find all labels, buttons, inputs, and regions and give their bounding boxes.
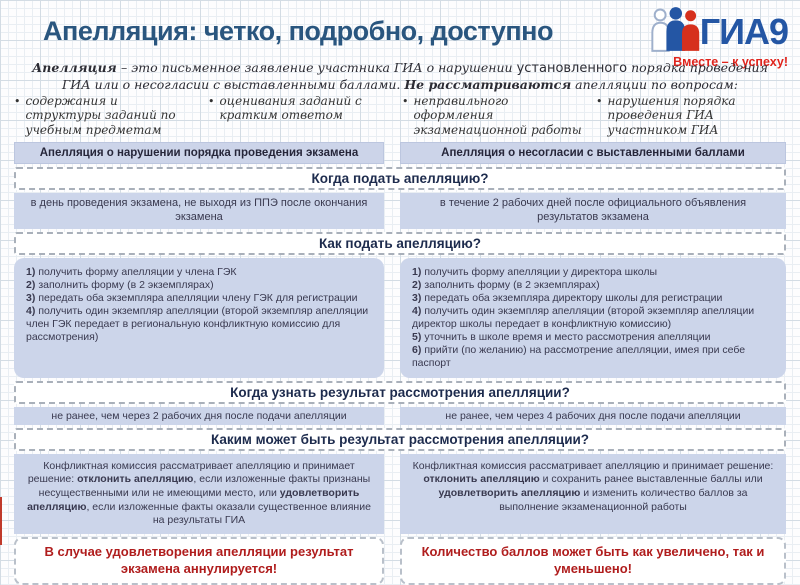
warning-left: В случае удовлетворения апелляции резуль… bbox=[14, 536, 384, 585]
bullet-dot: • bbox=[402, 95, 409, 108]
list-item: • неправильного оформления экзаменационн… bbox=[402, 94, 596, 140]
outcome-right: Конфликтная комиссия рассматривает апелл… bbox=[400, 453, 786, 534]
step-item: 2) заполнить форму (в 2 экземплярах) bbox=[412, 278, 600, 291]
step-item: 2) заполнить форму (в 2 экземплярах) bbox=[26, 278, 214, 291]
step-item: 4) получить один экземпляр апелляции (вто… bbox=[26, 304, 369, 343]
bullet-dot: • bbox=[14, 95, 21, 108]
logo-tagline: Вместе – к успеху! bbox=[673, 55, 788, 69]
intro-definition: Апелляция – это письменное заявление уча… bbox=[32, 60, 768, 92]
section-header-how-submit: Как подать апелляцию? bbox=[14, 231, 786, 255]
section-header-when-submit: Когда подать апелляцию? bbox=[14, 167, 786, 190]
logo-wordmark: ГИА9 bbox=[699, 10, 789, 52]
gia9-logo: ГИА9 Вместе – к успеху! bbox=[588, 6, 792, 69]
step-item: 6) прийти (по желанию) на рассмотрение ап… bbox=[412, 343, 746, 369]
bullet-dot: • bbox=[596, 95, 603, 108]
when-submit-right: в течение 2 рабочих дней после официальн… bbox=[400, 193, 786, 229]
column-header-score-disagreement: Апелляция о несогласии с выставленными б… bbox=[400, 142, 786, 164]
list-item: • нарушения порядка проведения ГИА участ… bbox=[596, 94, 790, 140]
when-result-left: не ранее, чем через 2 рабочих дня после … bbox=[14, 406, 384, 425]
list-item-text: содержания и структуры заданий по учебны… bbox=[25, 94, 176, 137]
bullet-dot: • bbox=[208, 95, 215, 108]
page-title: Апелляция: четко, подробно, доступно bbox=[43, 16, 553, 46]
when-result-right: не ранее, чем через 4 рабочих дня после … bbox=[400, 406, 786, 425]
appeal-comparison-grid: Апелляция о нарушении порядка проведения… bbox=[14, 142, 786, 585]
step-item: 1) получить форму апелляции у директора ш… bbox=[412, 265, 658, 278]
step-item: 5) уточнить в школе время и место рассмот… bbox=[412, 330, 711, 343]
how-submit-steps-left: 1) получить форму апелляции у члена ГЭК 2… bbox=[14, 257, 384, 378]
people-group-icon bbox=[650, 6, 700, 57]
list-item-text: оценивания заданий с кратким ответом bbox=[219, 94, 362, 123]
column-header-procedure-violation: Апелляция о нарушении порядка проведения… bbox=[14, 142, 384, 164]
warning-right: Количество баллов может быть как увеличе… bbox=[400, 536, 786, 585]
step-item: 3) передать оба экземпляра апелляции член… bbox=[26, 291, 358, 304]
section-header-when-result: Когда узнать результат рассмотрения апел… bbox=[14, 380, 786, 404]
step-item: 1) получить форму апелляции у члена ГЭК bbox=[26, 265, 237, 278]
list-item-text: неправильного оформления экзаменационной… bbox=[413, 94, 582, 137]
section-header-outcome: Каким может быть результат рассмотрения … bbox=[14, 427, 786, 451]
outcome-left: Конфликтная комиссия рассматривает апелл… bbox=[14, 453, 384, 534]
list-item-text: нарушения порядка проведения ГИА участни… bbox=[607, 94, 736, 137]
excluded-topics-list: • содержания и структуры заданий по учеб… bbox=[0, 92, 800, 140]
list-item: • оценивания заданий с кратким ответом bbox=[208, 94, 402, 140]
when-submit-left: в день проведения экзамена, не выходя из… bbox=[14, 193, 384, 229]
left-edge-red-mark bbox=[0, 497, 2, 545]
list-item: • содержания и структуры заданий по учеб… bbox=[14, 94, 208, 140]
step-item: 3) передать оба экземпляра директору школ… bbox=[412, 291, 723, 304]
step-item: 4) получить один экземпляр апелляции (вто… bbox=[412, 304, 755, 330]
how-submit-steps-right: 1) получить форму апелляции у директора ш… bbox=[400, 257, 786, 378]
page-header: Апелляция: четко, подробно, доступно ГИА… bbox=[0, 0, 800, 69]
